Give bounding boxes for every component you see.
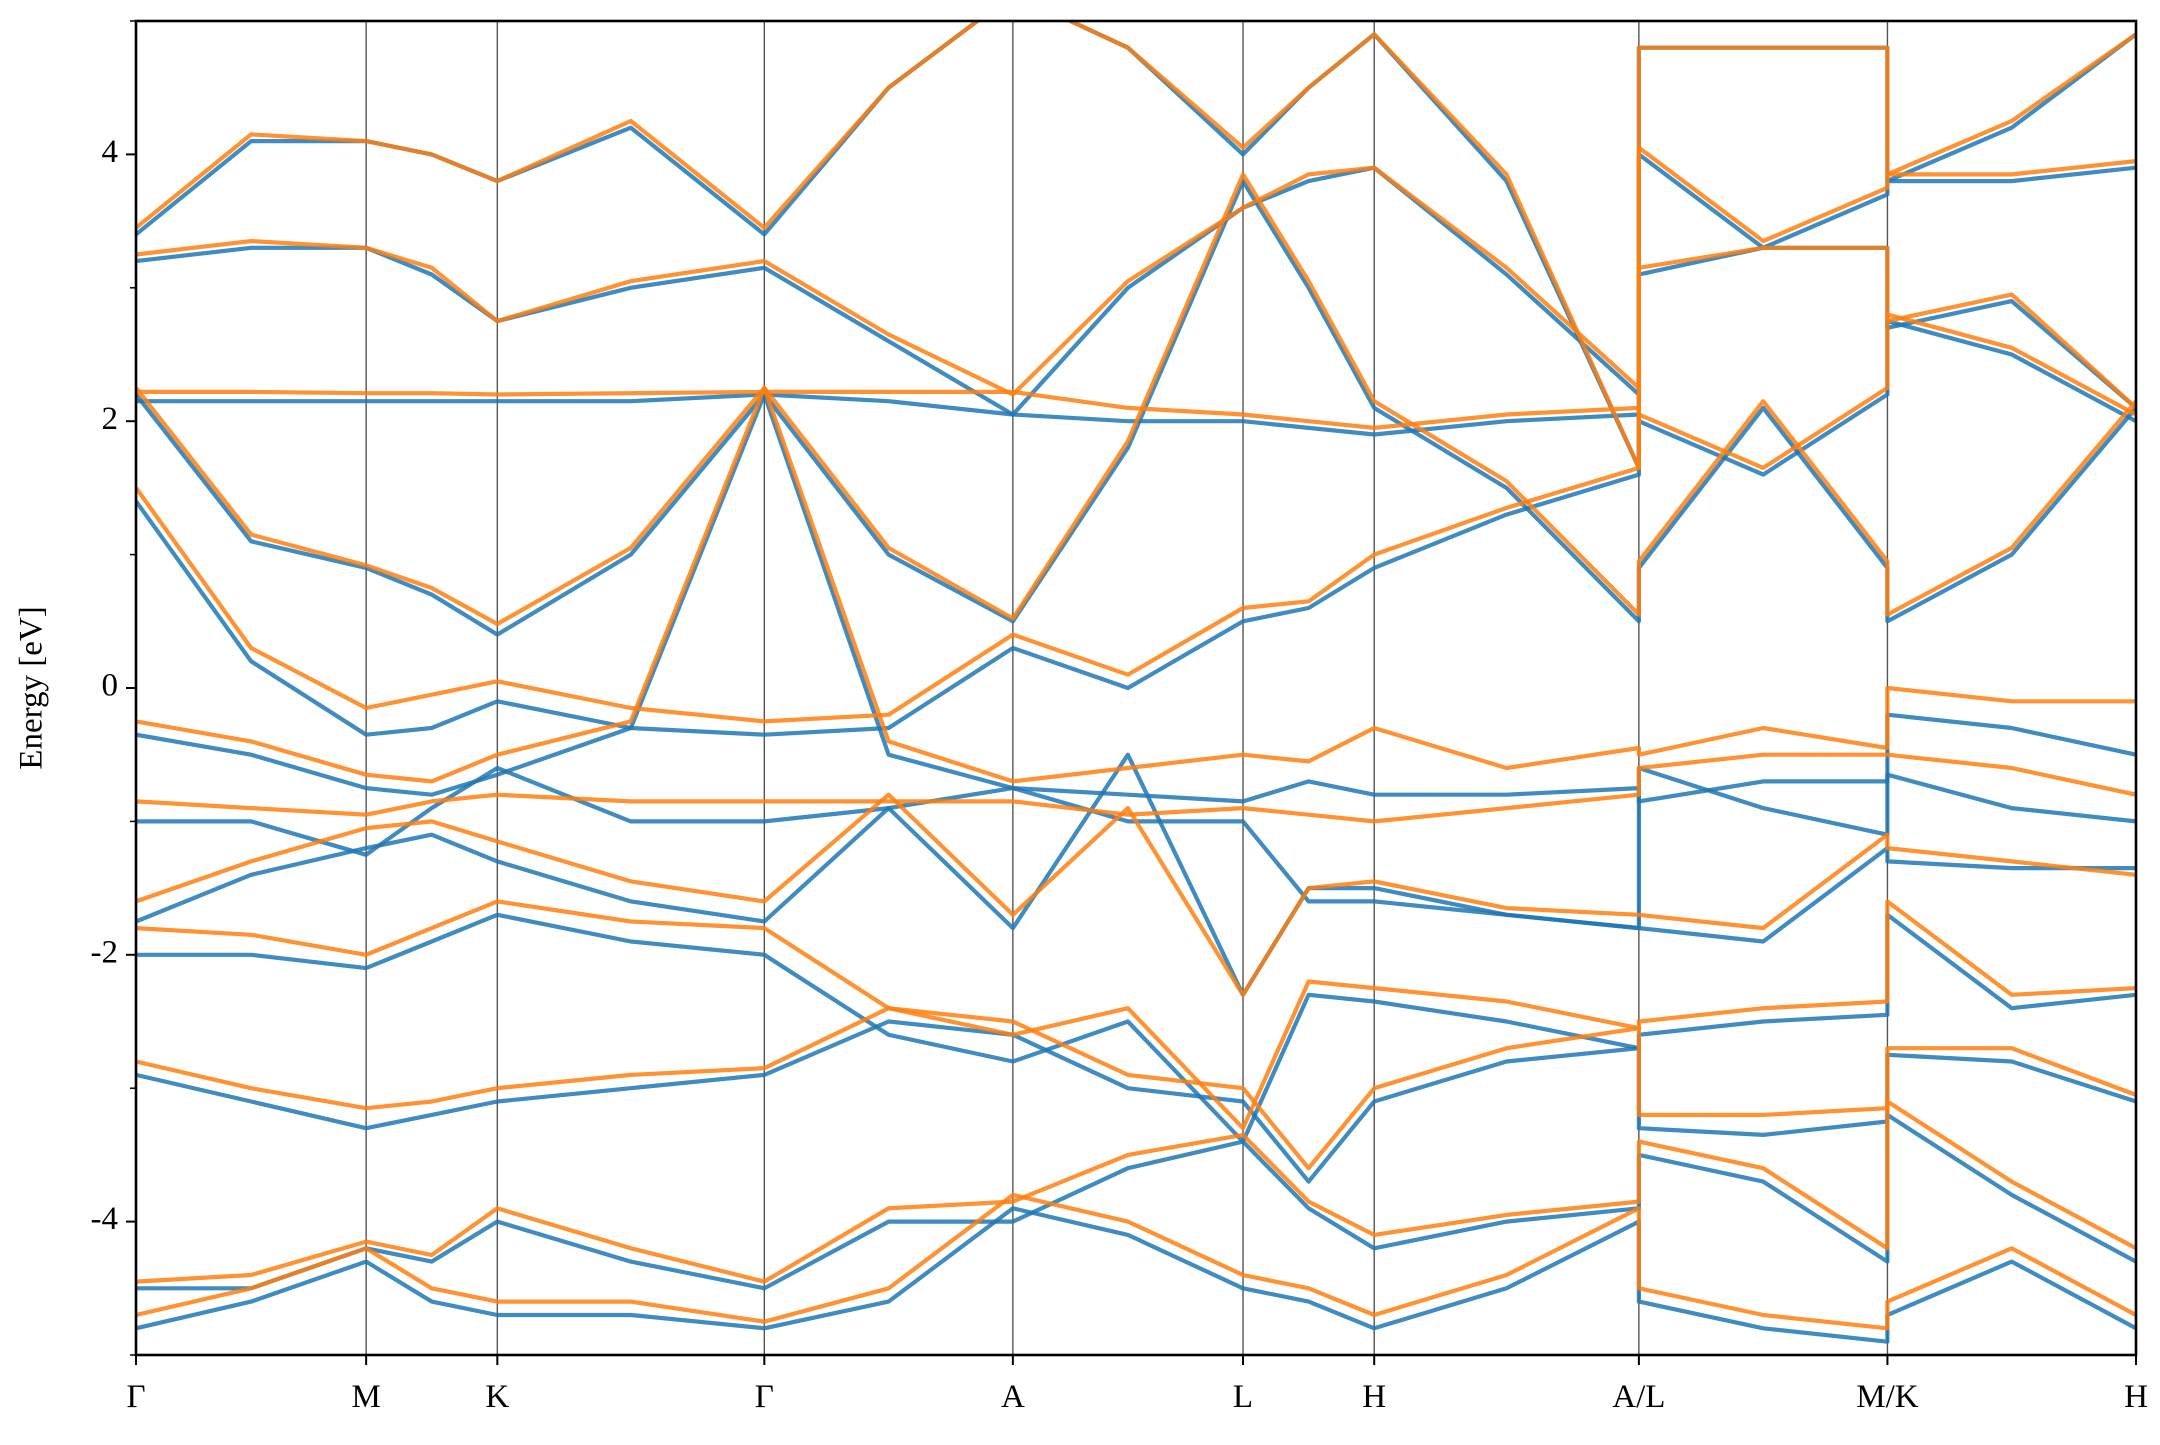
band-line	[136, 172, 2136, 627]
band-line	[136, 312, 2136, 470]
band-line	[136, 752, 2136, 824]
band-line	[136, 165, 2136, 410]
x-tick-label: K	[485, 1379, 509, 1415]
y-tick-label: 0	[102, 668, 119, 704]
y-tick-label: -4	[91, 1201, 119, 1237]
band-line	[136, 152, 2136, 737]
x-tick-label: L	[1233, 1379, 1253, 1415]
band-line	[136, 145, 2136, 724]
x-tick-label: H	[2124, 1379, 2148, 1415]
y-tick-label: 4	[102, 134, 119, 170]
band-line	[136, 392, 2136, 804]
band-line	[136, 21, 2136, 470]
x-tick-label: Γ	[126, 1379, 145, 1415]
band-line	[136, 899, 2136, 1131]
band-line	[136, 1192, 2136, 1331]
y-tick-label: 2	[102, 401, 119, 437]
x-tick-label: A/L	[1612, 1379, 1665, 1415]
band-line	[136, 179, 2136, 637]
band-line	[136, 385, 2136, 784]
x-tick-label: M	[351, 1379, 380, 1415]
band-line	[136, 1006, 2136, 1171]
band-line	[136, 319, 2136, 477]
band-line	[136, 1019, 2136, 1184]
y-axis-label: Energy [eV]	[14, 606, 50, 769]
x-tick-label: M/K	[1856, 1379, 1919, 1415]
axes-layer: Γ M K Γ A L H A/L M/K H -4 -2 0 2 4	[91, 19, 2148, 1415]
x-tick-label: Γ	[755, 1379, 774, 1415]
x-tick-label: A	[1001, 1379, 1025, 1415]
band-line	[136, 1099, 2136, 1284]
band-line	[136, 21, 2136, 470]
band-line	[136, 1206, 2136, 1344]
plot-frame	[134, 19, 2138, 1357]
band-line	[136, 912, 2136, 1144]
band-line	[136, 1112, 2136, 1291]
band-line	[136, 786, 2136, 944]
x-tick-label: H	[1362, 1379, 1386, 1415]
band-line	[136, 165, 2136, 417]
band-line	[136, 792, 2136, 997]
y-tick-label: -2	[91, 934, 119, 970]
bands-layer	[136, 21, 2136, 1344]
